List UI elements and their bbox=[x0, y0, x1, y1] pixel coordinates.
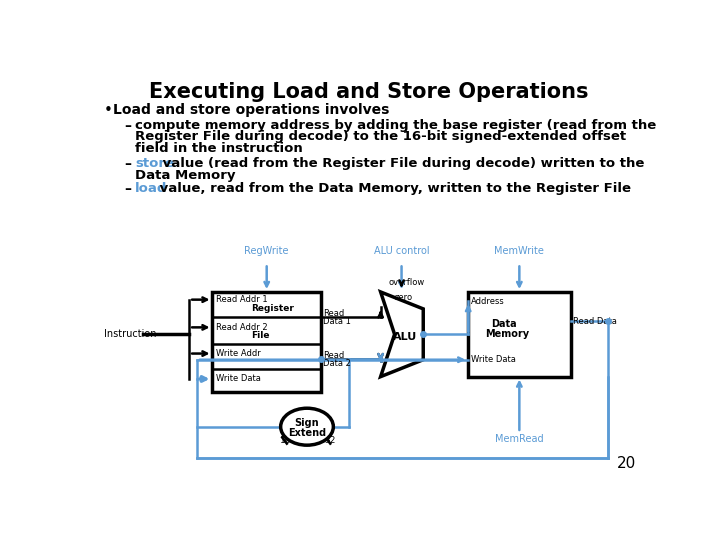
Text: –: – bbox=[124, 182, 131, 196]
Text: Read Addr 2: Read Addr 2 bbox=[215, 323, 267, 332]
Text: Write Addr: Write Addr bbox=[215, 349, 261, 358]
Text: field in the instruction: field in the instruction bbox=[135, 142, 302, 155]
Text: Data: Data bbox=[492, 319, 517, 329]
Text: Extend: Extend bbox=[288, 428, 326, 438]
Text: value (read from the Register File during decode) written to the: value (read from the Register File durin… bbox=[158, 157, 644, 170]
FancyBboxPatch shape bbox=[212, 292, 321, 392]
Text: store: store bbox=[135, 157, 174, 170]
Text: 32: 32 bbox=[325, 436, 336, 445]
Text: MemRead: MemRead bbox=[495, 434, 544, 444]
Text: Instruction: Instruction bbox=[104, 329, 156, 339]
Text: Read: Read bbox=[323, 309, 345, 318]
Text: •: • bbox=[104, 103, 113, 118]
Text: MemWrite: MemWrite bbox=[495, 246, 544, 256]
Polygon shape bbox=[381, 292, 423, 377]
Text: Write Data: Write Data bbox=[215, 374, 261, 383]
Text: Read: Read bbox=[323, 352, 345, 360]
Ellipse shape bbox=[281, 408, 333, 445]
Text: compute memory address by adding the base register (read from the: compute memory address by adding the bas… bbox=[135, 119, 656, 132]
Text: Read Data: Read Data bbox=[573, 316, 617, 326]
Text: value, read from the Data Memory, written to the Register File: value, read from the Data Memory, writte… bbox=[155, 182, 631, 195]
Text: load: load bbox=[135, 182, 167, 195]
Text: Address: Address bbox=[472, 296, 505, 306]
FancyBboxPatch shape bbox=[468, 292, 570, 377]
Text: ALU control: ALU control bbox=[374, 246, 429, 256]
Text: RegWrite: RegWrite bbox=[245, 246, 289, 256]
Text: ALU: ALU bbox=[393, 333, 417, 342]
Text: Read Addr 1: Read Addr 1 bbox=[215, 295, 267, 304]
Text: Executing Load and Store Operations: Executing Load and Store Operations bbox=[149, 82, 589, 102]
Text: 20: 20 bbox=[617, 456, 636, 471]
Text: Write Data: Write Data bbox=[472, 355, 516, 364]
Text: Data 2: Data 2 bbox=[323, 359, 351, 368]
Text: Register: Register bbox=[251, 305, 294, 313]
Text: –: – bbox=[124, 119, 131, 133]
Text: File: File bbox=[251, 330, 270, 340]
Text: Memory: Memory bbox=[485, 329, 529, 339]
Text: Register File during decode) to the 16-bit signed-extended offset: Register File during decode) to the 16-b… bbox=[135, 130, 626, 143]
Text: –: – bbox=[124, 157, 131, 171]
Text: 16: 16 bbox=[279, 436, 291, 445]
Text: Data 1: Data 1 bbox=[323, 316, 351, 326]
Text: zero: zero bbox=[395, 294, 413, 302]
Text: Load and store operations involves: Load and store operations involves bbox=[113, 103, 390, 117]
Text: Sign: Sign bbox=[294, 418, 319, 428]
Text: Data Memory: Data Memory bbox=[135, 168, 235, 182]
Text: overflow: overflow bbox=[388, 278, 425, 287]
